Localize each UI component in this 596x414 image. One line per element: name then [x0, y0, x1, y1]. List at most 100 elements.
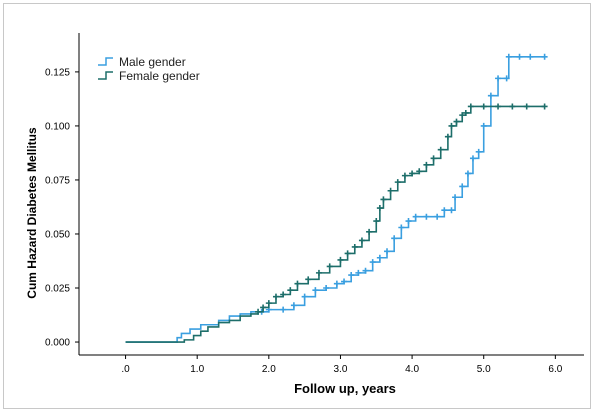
- censor-mark: [384, 248, 391, 255]
- censor-mark: [527, 53, 534, 60]
- x-tick-label: .0: [121, 364, 130, 375]
- censor-mark: [423, 161, 430, 168]
- censor-mark: [391, 235, 398, 242]
- series-step-line: [125, 55, 545, 343]
- legend-label: Male gender: [119, 55, 186, 69]
- censor-mark: [459, 183, 466, 190]
- censor-mark: [459, 112, 466, 119]
- censor-mark: [272, 293, 279, 300]
- censor-mark: [394, 179, 401, 186]
- censor-mark: [480, 122, 487, 129]
- censor-mark: [409, 170, 416, 177]
- censor-mark: [260, 304, 267, 311]
- censor-mark: [315, 269, 322, 276]
- censor-mark: [462, 109, 469, 116]
- censor-mark: [362, 267, 369, 274]
- censor-mark: [337, 256, 344, 263]
- censor-mark: [265, 300, 272, 307]
- censor-mark: [495, 75, 502, 82]
- censor-mark: [401, 172, 408, 179]
- censor-mark: [387, 187, 394, 194]
- legend-swatch: [98, 71, 113, 80]
- censor-mark: [453, 118, 460, 125]
- series-male-gender: [125, 53, 548, 343]
- censor-mark: [444, 133, 451, 140]
- x-tick-label: 4.0: [405, 364, 419, 375]
- censor-mark: [452, 194, 459, 201]
- censor-mark: [344, 250, 351, 257]
- series-female-gender: [125, 103, 548, 343]
- censor-mark: [290, 302, 297, 309]
- figure-frame: [3, 3, 591, 409]
- series-step-line: [125, 105, 545, 343]
- censor-mark: [434, 213, 441, 220]
- censor-mark: [301, 293, 308, 300]
- censor-mark: [467, 103, 474, 110]
- censor-mark: [448, 122, 455, 129]
- censor-mark: [255, 308, 262, 315]
- censor-mark: [333, 280, 340, 287]
- censor-mark: [430, 155, 437, 162]
- tick-labels: 0.000 0.025 0.050 0.075 0.100 0.125 .0 1.0 2.0 3.…: [45, 67, 563, 375]
- x-tick-label: 6.0: [548, 364, 562, 375]
- censor-mark: [412, 213, 419, 220]
- censor-mark: [369, 259, 376, 266]
- censor-mark: [312, 287, 319, 294]
- legend-item: Male gender: [98, 55, 186, 69]
- censor-mark: [503, 75, 510, 82]
- censor-mark: [423, 213, 430, 220]
- censor-mark: [294, 280, 301, 287]
- censor-mark: [366, 228, 373, 235]
- censor-mark: [355, 269, 362, 276]
- legend-item: Female gender: [98, 69, 200, 83]
- censor-mark: [341, 278, 348, 285]
- censor-mark: [373, 218, 380, 225]
- series-layer: [125, 53, 548, 343]
- censor-mark: [398, 224, 405, 231]
- y-tick-label: 0.075: [45, 175, 70, 186]
- censor-mark: [358, 237, 365, 244]
- censor-mark: [376, 205, 383, 212]
- y-tick-label: 0.025: [45, 284, 70, 295]
- censor-mark: [416, 168, 423, 175]
- x-tick-label: 3.0: [334, 364, 348, 375]
- censor-mark: [487, 92, 494, 99]
- censor-mark: [326, 263, 333, 270]
- censor-mark: [380, 196, 387, 203]
- x-tick-label: 5.0: [477, 364, 491, 375]
- legend-label: Female gender: [119, 69, 200, 83]
- censor-mark: [448, 207, 455, 214]
- censor-mark: [280, 291, 287, 298]
- censor-mark: [305, 276, 312, 283]
- censor-mark: [523, 103, 530, 110]
- censor-mark: [287, 287, 294, 294]
- y-tick-label: 0.000: [45, 338, 70, 349]
- censor-mark: [516, 53, 523, 60]
- censor-mark: [280, 306, 287, 313]
- censor-mark: [509, 103, 516, 110]
- legend-swatch: [98, 57, 113, 66]
- censor-mark: [323, 285, 330, 292]
- censor-mark: [437, 146, 444, 153]
- y-tick-label: 0.100: [45, 121, 70, 132]
- censor-mark: [348, 272, 355, 279]
- y-tick-label: 0.050: [45, 229, 70, 240]
- x-axis-title: Follow up, years: [294, 381, 396, 396]
- censor-mark: [469, 155, 476, 162]
- censor-mark: [405, 218, 412, 225]
- axes: [75, 33, 584, 359]
- censor-mark: [541, 103, 548, 110]
- y-axis-title: Cum Hazard Diabetes Mellitus: [25, 127, 39, 299]
- censor-mark: [495, 103, 502, 110]
- x-tick-label: 2.0: [262, 364, 276, 375]
- censor-mark: [376, 254, 383, 261]
- censor-mark: [464, 170, 471, 177]
- censor-mark: [505, 53, 512, 60]
- x-tick-label: 1.0: [190, 364, 204, 375]
- y-tick-label: 0.125: [45, 67, 70, 78]
- censor-mark: [441, 207, 448, 214]
- censor-mark: [480, 103, 487, 110]
- censor-mark: [475, 148, 482, 155]
